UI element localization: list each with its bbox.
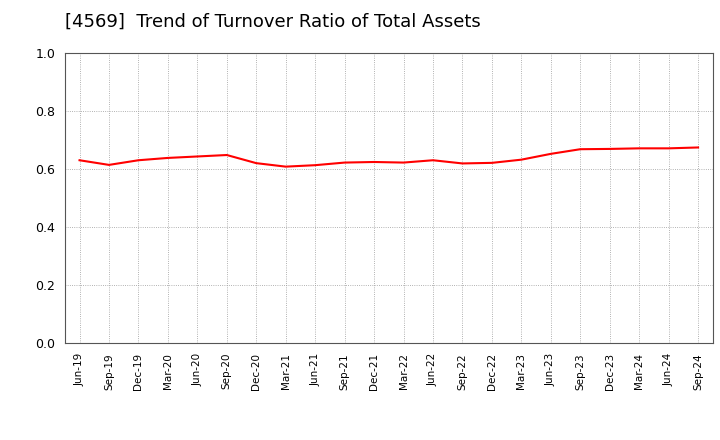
Text: [4569]  Trend of Turnover Ratio of Total Assets: [4569] Trend of Turnover Ratio of Total … [65, 13, 480, 31]
